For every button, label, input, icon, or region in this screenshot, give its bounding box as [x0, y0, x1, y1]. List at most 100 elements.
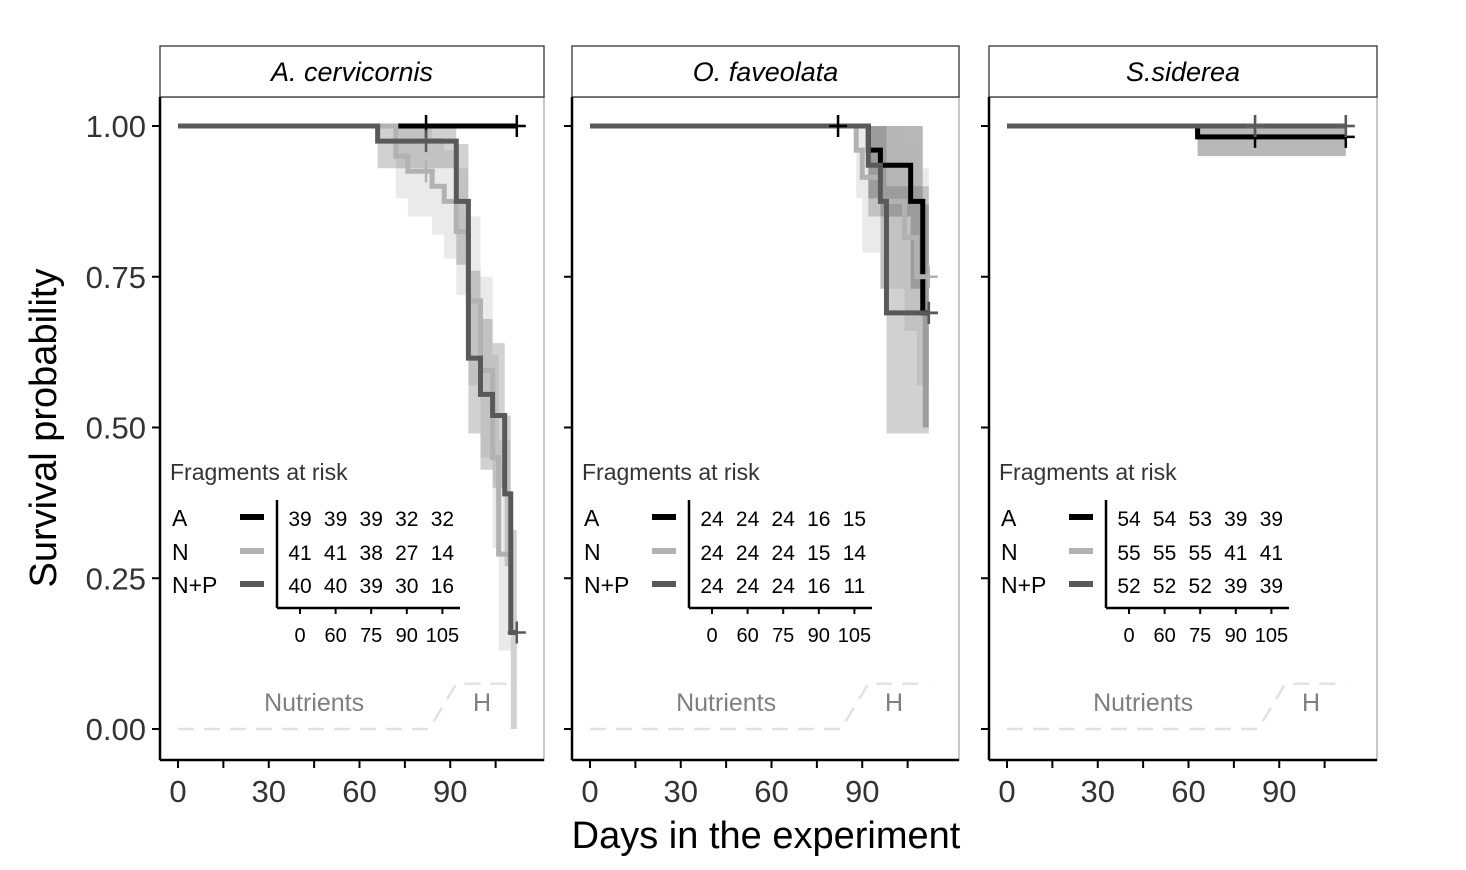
risk-table-tick-label: 105 [1255, 625, 1288, 647]
panels-group: A. cervicornis 0.00 0.25 0.50 0.75 1.00 0 30 60 9… [86, 45, 1378, 809]
risk-count: 16 [431, 575, 454, 598]
risk-count: 52 [1117, 575, 1140, 598]
risk-count: 24 [772, 542, 796, 565]
risk-count: 39 [360, 575, 383, 598]
survival-curve-npp [178, 123, 517, 636]
y-axis-title: Survival probability [23, 269, 65, 588]
facet-strip [159, 45, 545, 98]
x-tick-label: 60 [342, 774, 376, 809]
plot-area [159, 96, 545, 761]
phase-label-h: H [1302, 689, 1320, 717]
risk-group-label: N+P [172, 572, 217, 598]
y-tick-label: 1.00 [86, 109, 146, 144]
risk-table-tick-label: 60 [736, 625, 758, 647]
risk-table-tick-label: 75 [1189, 625, 1211, 647]
risk-group-label: N [584, 539, 601, 565]
risk-count: 54 [1117, 508, 1141, 531]
risk-table: Fragments at risk A 54 54 53 39 39 N 55 55 55 41 41 N… [999, 459, 1289, 647]
risk-count: 24 [736, 542, 760, 565]
y-tick-label: 0.25 [86, 561, 146, 596]
plot-area [988, 96, 1378, 761]
x-tick-label: 0 [998, 774, 1015, 809]
censor-mark [919, 265, 938, 288]
censor-mark [829, 115, 848, 137]
risk-table-tick-label: 90 [808, 625, 830, 647]
risk-table-tick-label: 60 [324, 625, 346, 647]
survival-curve-npp [590, 123, 929, 316]
ci-band-npp [590, 126, 929, 434]
facet-title: A. cervicornis [269, 57, 433, 87]
risk-count: 41 [1224, 542, 1247, 565]
risk-count: 32 [431, 508, 454, 531]
facet-strip [571, 45, 960, 98]
phase-indicator: Nutrients H [178, 682, 517, 731]
panel-1: A. cervicornis 0.00 0.25 0.50 0.75 1.00 0 30 60 9… [86, 45, 545, 809]
risk-count: 11 [843, 575, 865, 598]
survival-curve-n [178, 123, 511, 557]
risk-count: 41 [1260, 542, 1283, 565]
x-tick-label: 60 [1171, 774, 1205, 809]
censor-mark [507, 621, 526, 644]
risk-table-tick-label: 90 [396, 625, 418, 647]
panel-3: S.siderea 0 30 60 90 Nutrients H Fragments at r… [981, 45, 1378, 809]
risk-count: 24 [772, 575, 796, 598]
risk-group-label: N [172, 539, 189, 565]
risk-count: 41 [324, 542, 347, 565]
risk-count: 32 [395, 508, 418, 531]
risk-count: 39 [1260, 508, 1283, 531]
y-tick-label: 0.75 [86, 260, 146, 295]
risk-count: 39 [324, 508, 347, 531]
risk-count: 38 [360, 542, 383, 565]
risk-table-tick-label: 60 [1153, 625, 1175, 647]
censor-mark [507, 115, 526, 137]
phase-label-h: H [473, 689, 491, 717]
x-tick-label: 30 [1081, 774, 1115, 809]
risk-count: 16 [807, 575, 830, 598]
risk-count: 41 [288, 542, 311, 565]
risk-table-title: Fragments at risk [582, 459, 760, 485]
risk-count: 55 [1189, 542, 1212, 565]
x-tick-label: 30 [664, 774, 698, 809]
facet-title: O. faveolata [693, 57, 839, 87]
censor-mark [1246, 115, 1265, 137]
ci-band-n [590, 126, 929, 386]
censor-mark [417, 160, 436, 183]
risk-count: 55 [1117, 542, 1140, 565]
risk-group-label: A [172, 505, 188, 531]
x-tick-label: 30 [252, 774, 286, 809]
risk-table: Fragments at risk A 39 39 39 32 32 N 41 41 38 27 14 N… [170, 459, 460, 647]
ci-band-a [1007, 126, 1346, 157]
risk-count: 39 [288, 508, 311, 531]
risk-group-label: A [584, 505, 600, 531]
phase-indicator: Nutrients H [1007, 682, 1346, 731]
risk-count: 55 [1153, 542, 1176, 565]
risk-table-tick-label: 105 [838, 625, 871, 647]
risk-count: 24 [700, 508, 724, 531]
risk-table-tick-label: 0 [706, 625, 717, 647]
x-tick-label: 0 [581, 774, 598, 809]
censor-mark [1336, 115, 1355, 137]
risk-table-tick-label: 0 [294, 625, 305, 647]
risk-count: 39 [1224, 575, 1247, 598]
x-tick-label: 90 [1262, 774, 1296, 809]
risk-group-label: A [1001, 505, 1017, 531]
y-tick-label: 0.00 [86, 712, 146, 747]
risk-count: 16 [807, 508, 830, 531]
risk-count: 15 [807, 542, 830, 565]
censor-mark [919, 301, 938, 324]
risk-table: Fragments at risk A 24 24 24 16 15 N 24 24 24 15 14 N… [582, 459, 872, 647]
risk-count: 53 [1189, 508, 1212, 531]
risk-count: 24 [736, 575, 760, 598]
x-tick-label: 90 [845, 774, 879, 809]
risk-count: 15 [843, 508, 866, 531]
risk-count: 24 [700, 542, 724, 565]
phase-label-h: H [885, 689, 903, 717]
x-tick-label: 0 [169, 774, 186, 809]
risk-count: 39 [1260, 575, 1283, 598]
y-tick-label: 0.50 [86, 411, 146, 446]
risk-count: 52 [1189, 575, 1212, 598]
risk-count: 27 [395, 542, 418, 565]
risk-table-tick-label: 0 [1123, 625, 1134, 647]
risk-table-tick-label: 75 [360, 625, 382, 647]
